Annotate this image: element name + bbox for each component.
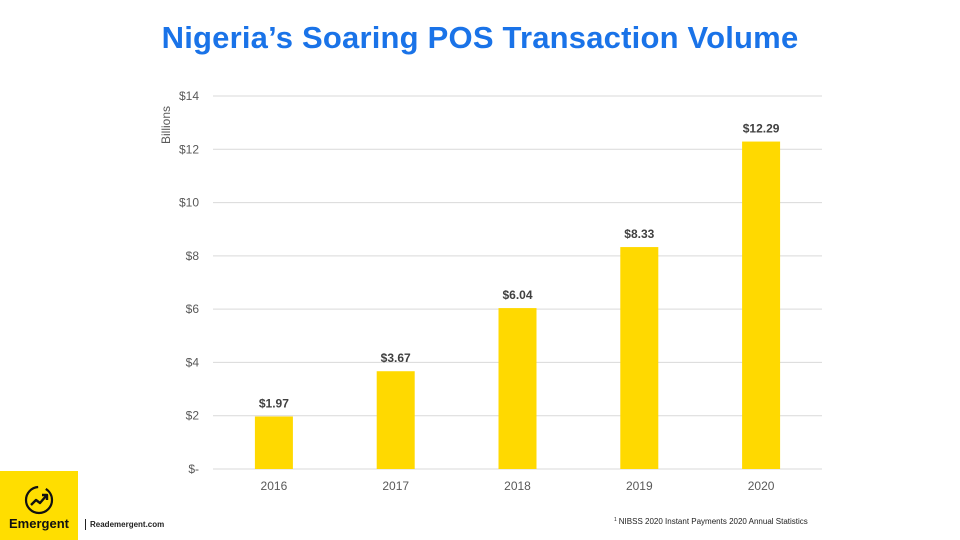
emergent-logo: Emergent <box>0 471 78 540</box>
source-note: 1 NIBSS 2020 Instant Payments 2020 Annual… <box>614 517 808 526</box>
bar <box>620 247 659 469</box>
bar <box>742 141 781 470</box>
y-tick-label: $10 <box>179 196 199 210</box>
site-link[interactable]: Reademergent.com <box>85 520 164 529</box>
y-tick-label: $- <box>188 462 199 476</box>
bar <box>498 308 537 469</box>
x-tick-label: 2016 <box>261 479 288 493</box>
y-axis-label: Billions <box>159 106 173 144</box>
y-tick-label: $6 <box>186 302 200 316</box>
source-footnote-mark: 1 <box>614 517 617 523</box>
bar <box>254 416 293 469</box>
x-tick-label: 2019 <box>626 479 653 493</box>
data-label: $12.29 <box>743 122 780 136</box>
data-label: $6.04 <box>502 288 532 302</box>
x-tick-label: 2018 <box>504 479 531 493</box>
trend-up-icon <box>24 485 54 515</box>
logo-text: Emergent <box>9 516 69 531</box>
bar <box>376 371 415 469</box>
y-tick-label: $4 <box>186 355 200 369</box>
y-tick-label: $8 <box>186 249 200 263</box>
chart-title: Nigeria’s Soaring POS Transaction Volume <box>161 20 799 55</box>
data-label: $3.67 <box>381 351 411 365</box>
data-label: $8.33 <box>624 227 654 241</box>
footer-divider <box>85 519 86 530</box>
y-tick-label: $14 <box>179 89 199 103</box>
x-tick-label: 2020 <box>748 479 775 493</box>
x-tick-label: 2017 <box>382 479 409 493</box>
site-link-text[interactable]: Reademergent.com <box>90 520 165 529</box>
y-tick-label: $2 <box>186 409 200 423</box>
y-tick-label: $12 <box>179 142 199 156</box>
source-text: NIBSS 2020 Instant Payments 2020 Annual … <box>618 517 808 526</box>
data-label: $1.97 <box>259 397 289 411</box>
